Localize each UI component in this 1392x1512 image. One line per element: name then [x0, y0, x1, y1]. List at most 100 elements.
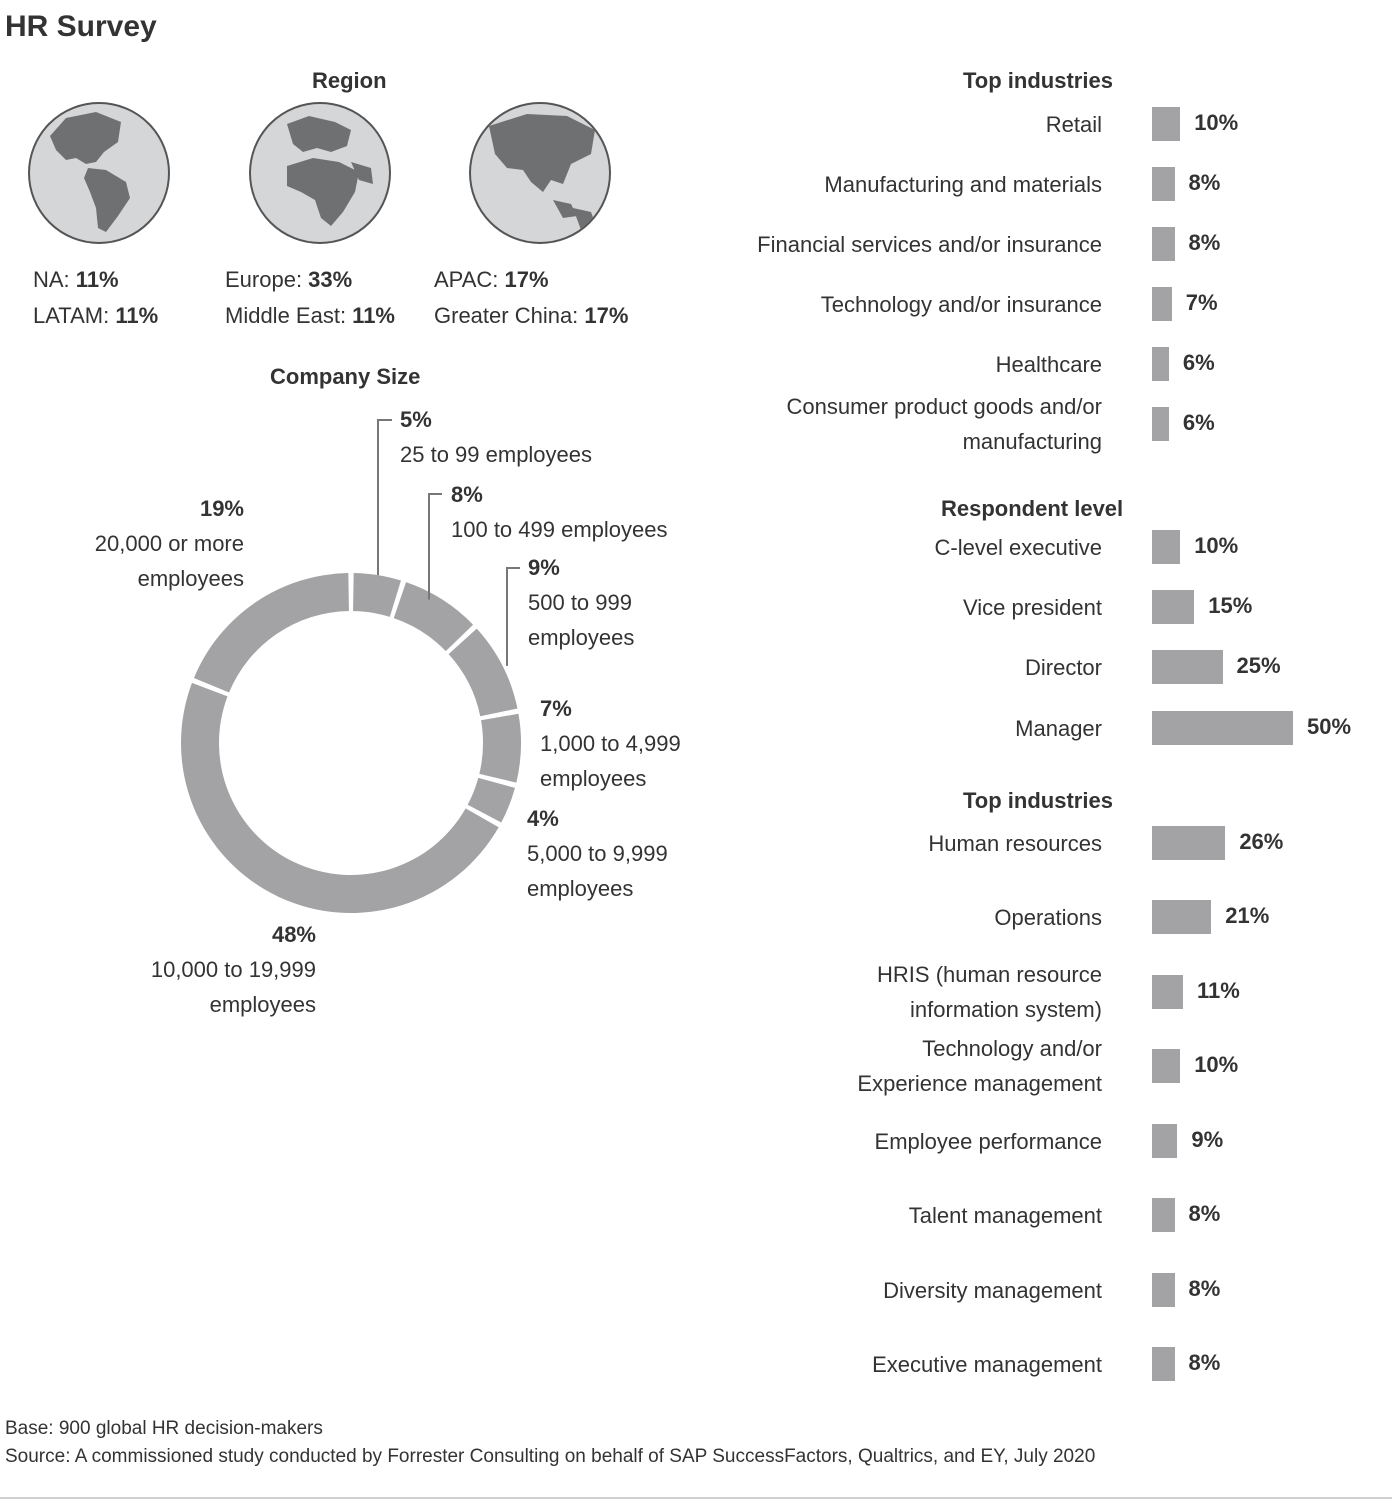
leader-line: [377, 419, 392, 576]
region-name: APAC:: [434, 267, 505, 292]
bar: [1152, 167, 1175, 201]
donut-label: 19% 20,000 or more employees: [95, 491, 244, 596]
bar-value-label: 15%: [1208, 593, 1253, 618]
leader-line: [428, 493, 442, 600]
region-stat: Greater China: 17%: [434, 303, 628, 329]
page-title: HR Survey: [5, 10, 157, 43]
bar: [1152, 1049, 1181, 1083]
donut-slice: [479, 713, 521, 783]
donut-label-category: 10,000 to 19,999: [150, 957, 316, 982]
donut-label-value: 19%: [199, 496, 244, 521]
bar-category-label: Employee performance: [874, 1128, 1102, 1154]
bar-category-label: Operations: [994, 904, 1102, 930]
donut-label-category: 500 to 999: [528, 590, 632, 615]
region-value: 17%: [504, 267, 549, 292]
globe-land: [287, 116, 373, 226]
bar-value-label: 9%: [1191, 1127, 1224, 1152]
bar-chart-title: Respondent level: [941, 496, 1124, 521]
bar-value-label: 11%: [1197, 978, 1240, 1003]
bar-category-label: Manager: [1015, 715, 1102, 741]
donut-slice: [393, 582, 474, 652]
region-stat: APAC: 17%: [434, 267, 549, 293]
region-name: Europe:: [225, 267, 309, 292]
region-stat: NA: 11%: [33, 267, 119, 293]
bar: [1152, 650, 1223, 684]
bar: [1152, 227, 1175, 261]
bar-value-label: 7%: [1185, 290, 1218, 315]
bar-value-label: 8%: [1188, 1276, 1221, 1301]
bar: [1152, 590, 1195, 624]
donut-slice: [448, 628, 518, 717]
bar-value-label: 21%: [1225, 903, 1270, 928]
bar-category-label: C-level executive: [934, 534, 1102, 560]
bar-value-label: 50%: [1307, 714, 1352, 739]
bar-value-label: 26%: [1239, 829, 1284, 854]
donut-slice: [467, 777, 515, 823]
donut-label: 9% 500 to 999 employees: [528, 550, 634, 655]
donut-label-value: 8%: [451, 482, 483, 507]
bar-category-label: Talent management: [908, 1202, 1102, 1228]
region-value: 11%: [352, 303, 395, 328]
donut-label-value: 48%: [271, 922, 316, 947]
donut-label-category: employees: [528, 625, 635, 650]
bar: [1152, 407, 1169, 441]
donut-label-category: employees: [540, 766, 647, 791]
donut-label: 5% 25 to 99 employees: [400, 402, 592, 472]
region-value: 33%: [308, 267, 353, 292]
bar-chart-title: Top industries: [963, 788, 1113, 813]
bar-category-label: Healthcare: [995, 351, 1102, 377]
bar-value-label: 10%: [1194, 110, 1239, 135]
bar-value-label: 10%: [1194, 1052, 1239, 1077]
region-stat: LATAM: 11%: [33, 303, 158, 329]
donut-label-value: 4%: [527, 806, 559, 831]
region-name: NA:: [33, 267, 76, 292]
region-title: Region: [312, 68, 387, 93]
bar-value-label: 6%: [1182, 350, 1215, 375]
leader-line: [506, 567, 520, 666]
bar: [1152, 107, 1181, 141]
bar-category-label: Manufacturing and materials: [824, 171, 1102, 197]
donut-label: 48% 10,000 to 19,999 employees: [151, 917, 316, 1022]
donut-slice: [193, 573, 349, 693]
bar-category-label: Vice president: [962, 594, 1102, 620]
footer-base: Base: 900 global HR decision-makers: [5, 1418, 323, 1439]
donut-label-category: employees: [209, 992, 316, 1017]
bar-category-label: Diversity management: [883, 1277, 1102, 1303]
donut-label-category: 5,000 to 9,999: [527, 841, 668, 866]
bar-category-label: Director: [1024, 654, 1102, 680]
region-name: Greater China:: [434, 303, 585, 328]
bar-category-label: Technology and/or Experience management: [857, 1036, 1102, 1096]
company-size-title: Company Size: [270, 364, 421, 389]
region-stat: Middle East: 11%: [225, 303, 395, 329]
donut-label: 8% 100 to 499 employees: [451, 477, 668, 547]
bar: [1152, 1347, 1175, 1381]
bar-value-label: 8%: [1188, 170, 1221, 195]
bar-value-label: 25%: [1236, 653, 1281, 678]
bar-category-label: Technology and/or insurance: [820, 291, 1102, 317]
bar-category-label: Executive management: [872, 1351, 1102, 1377]
globe-europe-africa-icon: [249, 102, 391, 244]
donut-label: 7% 1,000 to 4,999 employees: [540, 691, 681, 796]
bar: [1152, 826, 1226, 860]
bar-value-label: 6%: [1182, 410, 1215, 435]
donut-label-category: 100 to 499 employees: [451, 517, 668, 542]
footer-source: Source: A commissioned study conducted b…: [5, 1446, 1096, 1467]
bar-value-label: 8%: [1188, 230, 1221, 255]
donut-label-category: 20,000 or more: [94, 531, 244, 556]
bar-value-label: 10%: [1194, 533, 1239, 558]
region-value: 11%: [115, 303, 159, 328]
donut-slice: [353, 573, 401, 617]
donut-slice: [181, 682, 499, 913]
donut-label-category: employees: [137, 566, 244, 591]
bar: [1152, 287, 1172, 321]
region-name: LATAM:: [33, 303, 116, 328]
bar-value-label: 8%: [1188, 1201, 1221, 1226]
bar-category-label: HRIS (human resource information system): [877, 962, 1102, 1022]
bar: [1152, 1124, 1178, 1158]
bar-category-label: Human resources: [928, 830, 1102, 856]
bar: [1152, 530, 1181, 564]
bar-category-label: Consumer product goods and/or manufacturi…: [786, 394, 1102, 454]
donut-label-category: 1,000 to 4,999: [540, 731, 681, 756]
donut-label-value: 7%: [540, 696, 572, 721]
bar: [1152, 711, 1293, 745]
